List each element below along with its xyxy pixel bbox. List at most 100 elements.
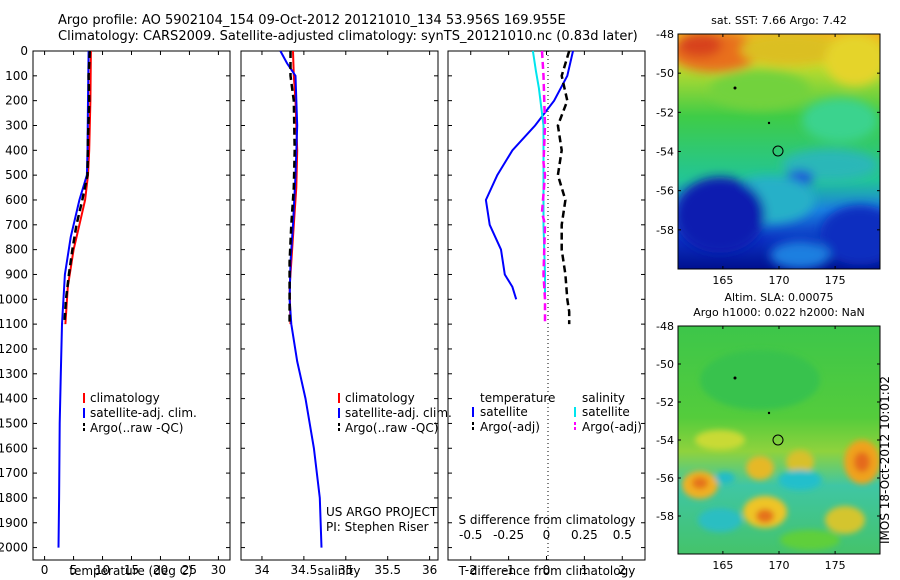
legend-label-s-argo: Argo(-adj) — [582, 420, 642, 434]
depth-tick-label: 200 — [5, 94, 28, 108]
sla-map-title: Altim. SLA: 0.00075 — [724, 291, 833, 304]
depth-tick-label: 300 — [5, 118, 28, 132]
legend-title-temperature: temperature — [480, 391, 555, 405]
series-line-climatology — [64, 50, 92, 325]
depth-tick-label: 500 — [5, 168, 28, 182]
t-difference-axis-label: T difference from climatology — [458, 564, 636, 578]
latitude-tick-label: -56 — [656, 185, 674, 198]
t-difference-tick-label: 1 — [581, 563, 589, 577]
latitude-tick-label: -58 — [656, 224, 674, 237]
legend-label-satellite: satellite-adj. clim. — [90, 406, 197, 420]
sla-map-ticks: 165 170 175 -48 -50 -52 -54 -56 -58 — [656, 320, 880, 572]
longitude-tick-label: 170 — [769, 559, 790, 572]
salinity-tick-label: 35.5 — [374, 563, 401, 577]
climatology-title: Climatology: CARS2009. Satellite-adjuste… — [58, 29, 638, 44]
longitude-tick-label: 170 — [769, 274, 790, 287]
depth-tick-labels: 0 100 200 300 400 500 600 700 800 900 1000 1100 1200… — [0, 44, 645, 555]
depth-tick-label: 1700 — [0, 466, 28, 480]
sla-heatmap — [678, 326, 880, 554]
series-line-t-argo-adj — [556, 50, 571, 325]
legend-label-s-satellite: satellite — [582, 405, 630, 419]
s-difference-axis-label: S difference from climatology — [459, 513, 636, 527]
salinity-legend: climatology satellite-adj. clim. Argo(..… — [338, 391, 452, 435]
latitude-tick-label: -50 — [656, 67, 674, 80]
latitude-tick-label: -56 — [656, 472, 674, 485]
difference-series — [484, 50, 574, 325]
temperature-axis-label: temperature (deg C) — [69, 564, 192, 578]
t-difference-tick-label: 0 — [543, 563, 551, 577]
salinity-axis-label: salinity — [317, 564, 360, 578]
series-line-satellite-adj-clim — [279, 50, 323, 548]
temperature-legend: climatology satellite-adj. clim. Argo(..… — [83, 391, 197, 435]
legend-label-t-argo: Argo(-adj) — [480, 420, 540, 434]
depth-tick-label: 1300 — [0, 367, 28, 381]
latitude-tick-label: -50 — [656, 358, 674, 371]
temperature-tick-label: 25 — [182, 563, 197, 577]
temperature-tick-label: 5 — [70, 563, 78, 577]
depth-tick-label: 800 — [5, 243, 28, 257]
latitude-tick-label: -52 — [656, 106, 674, 119]
legend-label-climatology: climatology — [90, 391, 160, 405]
longitude-tick-label: 175 — [825, 274, 846, 287]
depth-tick-label: 1800 — [0, 491, 28, 505]
profile-title: Argo profile: AO 5902104_154 09-Oct-2012… — [58, 13, 566, 28]
s-difference-tick-labels: -0.5 -0.25 0 0.25 0.5 — [459, 528, 632, 542]
imos-timestamp: IMOS 18-Oct-2012 10:01:02 — [878, 375, 892, 544]
latitude-tick-label: -52 — [656, 396, 674, 409]
depth-tick-label: 1400 — [0, 392, 28, 406]
s-difference-tick-label: -0.5 — [459, 528, 482, 542]
salinity-tick-label: 35 — [338, 563, 353, 577]
difference-panel-frame — [447, 50, 646, 561]
temperature-tick-labels: 0 5 10 15 20 25 30 — [41, 51, 226, 577]
sla-float-track-dot — [767, 411, 771, 415]
legend-label-climatology: climatology — [345, 391, 415, 405]
legend-label-argo: Argo(..raw -QC) — [90, 421, 183, 435]
depth-tick-label: 1500 — [0, 416, 28, 430]
sst-map-ticks: 165 170 175 -48 -50 -52 -54 -56 -58 — [656, 28, 880, 287]
salinity-series — [279, 50, 323, 548]
sst-heatmap — [678, 34, 880, 269]
sst-float-track-dot — [733, 86, 737, 90]
salinity-tick-label: 34.5 — [291, 563, 318, 577]
sst-float-track-dot — [767, 121, 771, 125]
sst-profile-marker — [772, 145, 784, 157]
temperature-tick-label: 0 — [41, 563, 49, 577]
depth-tick-label: 1000 — [0, 292, 28, 306]
t-difference-tick-labels: -2 -1 0 1 2 — [465, 51, 626, 577]
depth-tick-label: 400 — [5, 143, 28, 157]
depth-tick-label: 100 — [5, 69, 28, 83]
temperature-tick-label: 20 — [153, 563, 168, 577]
temperature-tick-label: 15 — [124, 563, 139, 577]
latitude-tick-label: -54 — [656, 146, 674, 159]
latitude-tick-label: -58 — [656, 510, 674, 523]
salinity-tick-label: 36 — [422, 563, 437, 577]
temperature-tick-label: 10 — [95, 563, 110, 577]
depth-tick-label: 1200 — [0, 342, 28, 356]
series-line-argo-raw-qc — [288, 51, 296, 325]
sla-float-track-dot — [733, 376, 737, 380]
depth-tick-label: 600 — [5, 193, 28, 207]
latitude-tick-label: -48 — [656, 320, 674, 333]
t-difference-tick-label: 2 — [618, 563, 626, 577]
salinity-tick-labels: 34 34.5 35 35.5 36 — [254, 51, 437, 577]
legend-label-satellite: satellite-adj. clim. — [345, 406, 452, 420]
temperature-series — [57, 50, 92, 548]
salinity-tick-label: 34 — [254, 563, 269, 577]
sst-map-title: sat. SST: 7.66 Argo: 7.42 — [711, 14, 847, 27]
sla-profile-marker — [772, 434, 784, 446]
longitude-tick-label: 165 — [712, 559, 733, 572]
sla-map-subtitle: Argo h1000: 0.022 h2000: NaN — [693, 306, 865, 319]
series-line-satellite-adj-clim — [57, 50, 90, 548]
temperature-tick-label: 30 — [211, 563, 226, 577]
legend-title-salinity: salinity — [582, 391, 625, 405]
series-line-argo-raw-qc — [63, 50, 92, 325]
difference-legend: temperature salinity satellite Argo(-adj… — [472, 391, 642, 434]
project-annotation: US ARGO PROJECT — [326, 505, 438, 519]
depth-tick-label: 0 — [20, 44, 28, 58]
salinity-panel-frame — [240, 50, 439, 561]
depth-tick-label: 1100 — [0, 317, 28, 331]
depth-tick-label: 2000 — [0, 541, 28, 555]
s-difference-tick-label: 0.25 — [571, 528, 598, 542]
t-difference-tick-label: -1 — [503, 563, 515, 577]
